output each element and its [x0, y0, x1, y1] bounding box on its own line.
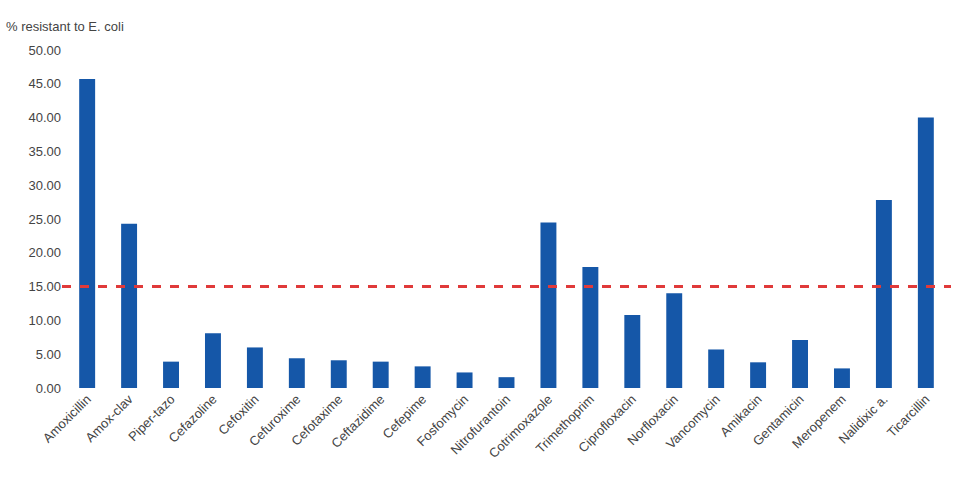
svg-text:Meropenem: Meropenem [789, 392, 849, 452]
svg-text:Nalidixic a.: Nalidixic a. [836, 392, 891, 447]
svg-text:Trimethoprim: Trimethoprim [533, 392, 597, 456]
svg-text:% resistant to E. coli: % resistant to E. coli [6, 19, 124, 34]
svg-text:40.00: 40.00 [28, 110, 61, 125]
svg-text:Fosfomycin: Fosfomycin [414, 392, 472, 450]
svg-text:Cefuroxime: Cefuroxime [246, 392, 304, 450]
svg-text:Ticarcillin: Ticarcillin [884, 392, 933, 441]
svg-text:Cefotaxime: Cefotaxime [288, 392, 345, 449]
svg-text:15.00: 15.00 [28, 279, 61, 294]
svg-text:Norfloxacin: Norfloxacin [624, 392, 681, 449]
svg-text:35.00: 35.00 [28, 144, 61, 159]
svg-text:20.00: 20.00 [28, 245, 61, 260]
svg-text:50.00: 50.00 [28, 43, 61, 58]
svg-text:Cefazoline: Cefazoline [166, 392, 220, 446]
svg-text:Piper-tazo: Piper-tazo [125, 392, 178, 445]
svg-text:Cefoxitin: Cefoxitin [215, 392, 261, 438]
svg-text:0.00: 0.00 [36, 381, 61, 396]
svg-text:Ciprofloxacin: Ciprofloxacin [575, 392, 639, 456]
svg-text:Nitrofurantoin: Nitrofurantoin [447, 392, 513, 458]
svg-text:Cefepime: Cefepime [379, 392, 429, 442]
svg-text:10.00: 10.00 [28, 313, 61, 328]
svg-text:30.00: 30.00 [28, 178, 61, 193]
svg-text:Gentamicin: Gentamicin [750, 392, 807, 449]
svg-text:Amox-clav: Amox-clav [82, 391, 136, 445]
svg-text:Cotrimoxazole: Cotrimoxazole [486, 392, 555, 461]
svg-text:Amikacin: Amikacin [717, 392, 765, 440]
svg-text:25.00: 25.00 [28, 212, 61, 227]
svg-text:Amoxicillin: Amoxicillin [40, 392, 94, 446]
svg-text:5.00: 5.00 [36, 347, 61, 362]
svg-text:Vancomycin: Vancomycin [663, 392, 723, 452]
svg-text:Ceftazidime: Ceftazidime [328, 392, 387, 451]
svg-text:45.00: 45.00 [28, 76, 61, 91]
